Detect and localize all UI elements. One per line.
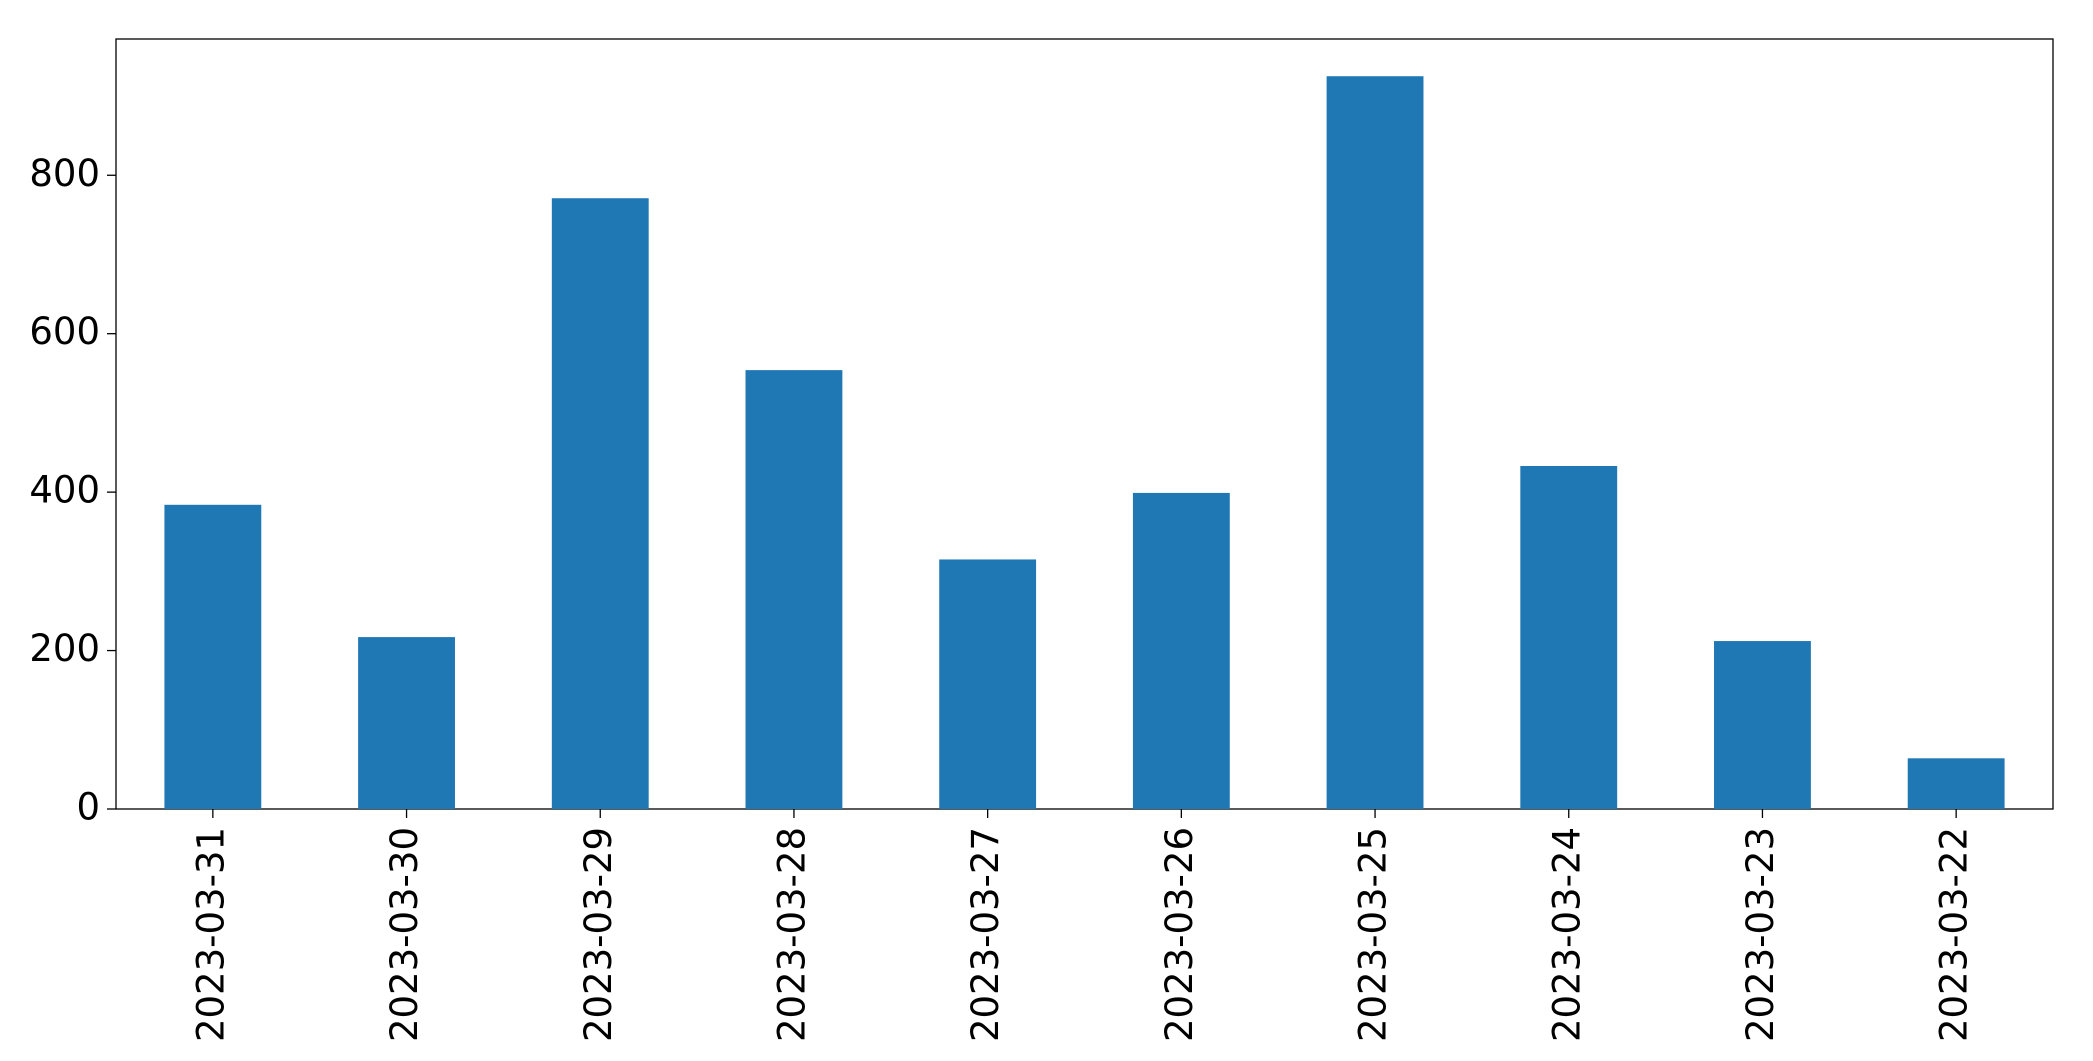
y-tick-label: 400 — [29, 469, 100, 512]
bar — [1907, 758, 2005, 809]
x-tick-label: 2023-03-28 — [770, 827, 813, 1042]
bar — [164, 504, 262, 809]
bar — [551, 198, 649, 809]
x-tick-label: 2023-03-24 — [1545, 827, 1588, 1042]
y-tick-label: 200 — [29, 627, 100, 670]
bar — [1132, 492, 1230, 809]
x-tick-label: 2023-03-23 — [1739, 827, 1782, 1042]
bar — [745, 370, 843, 809]
x-tick-label: 2023-03-22 — [1933, 827, 1976, 1042]
bar — [939, 559, 1037, 809]
x-tick-label: 2023-03-27 — [964, 827, 1007, 1042]
y-tick-label: 800 — [29, 152, 100, 195]
y-tick-label: 600 — [29, 310, 100, 353]
bar — [1326, 76, 1424, 809]
bar — [358, 637, 455, 809]
x-tick-label: 2023-03-25 — [1352, 827, 1395, 1042]
bar — [1520, 465, 1618, 809]
x-tick-label: 2023-03-29 — [577, 827, 620, 1042]
x-tick-label: 2023-03-30 — [383, 827, 426, 1042]
bar — [1714, 641, 1811, 809]
x-tick-label: 2023-03-31 — [189, 827, 232, 1042]
axes-frame — [115, 38, 2054, 810]
y-tick-label: 0 — [76, 786, 100, 829]
x-tick-label: 2023-03-26 — [1158, 827, 1201, 1042]
